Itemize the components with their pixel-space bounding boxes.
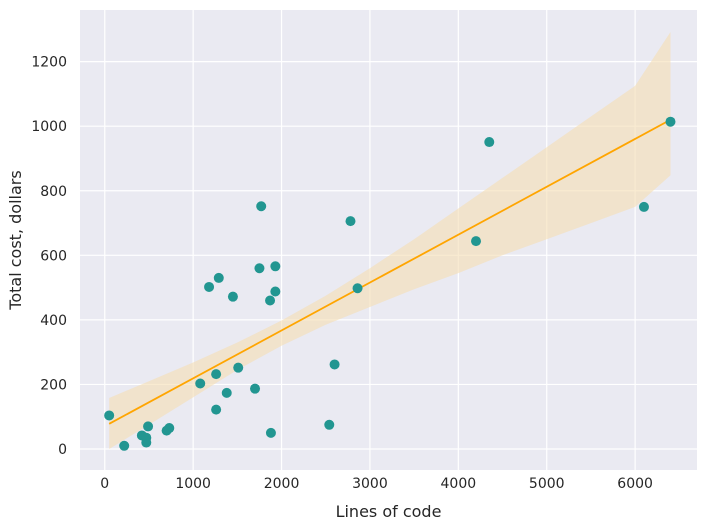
data-point [352,283,363,294]
data-point [484,137,495,148]
confidence-band [109,32,671,449]
data-point [265,427,276,438]
x-tick-label: 2000 [264,476,300,492]
x-tick-labels: 0 1000 2000 3000 4000 5000 6000 [100,476,653,492]
x-tick-label: 1000 [175,476,211,492]
y-tick-label: 1000 [31,119,67,135]
y-tick-label: 400 [40,313,67,329]
data-points [104,116,676,451]
data-point [141,437,152,448]
data-point [329,359,340,370]
data-point [213,272,224,283]
data-point [143,421,154,432]
data-point [324,419,335,430]
data-point [270,261,281,272]
x-tick-label: 4000 [441,476,477,492]
data-point [256,201,267,212]
data-point [665,116,676,127]
data-point [211,369,222,380]
y-tick-label: 600 [40,248,67,264]
x-axis-label: Lines of code [336,502,442,521]
data-point [221,387,232,398]
regression-line [108,118,671,425]
y-tick-label: 1200 [31,55,67,71]
data-point [254,263,265,274]
data-point [250,383,261,394]
data-point [265,295,276,306]
data-point [227,291,238,302]
y-axis-label: Total cost, dollars [6,170,25,310]
data-point [270,286,281,297]
data-point [211,404,222,415]
data-point [204,281,215,292]
y-tick-label: 800 [40,184,67,200]
x-tick-label: 0 [100,476,109,492]
data-point [119,440,130,451]
data-point [104,410,115,421]
x-tick-label: 6000 [617,476,653,492]
data-point [233,362,244,373]
x-tick-label: 3000 [352,476,388,492]
data-point [195,378,206,389]
data-point [164,423,175,434]
y-tick-labels: 0 200 400 600 800 1000 1200 [31,55,67,458]
data-point [471,236,482,247]
data-point [345,216,356,227]
data-point [638,201,649,212]
y-tick-label: 200 [40,377,67,393]
x-tick-label: 5000 [529,476,565,492]
y-tick-label: 0 [58,442,67,458]
